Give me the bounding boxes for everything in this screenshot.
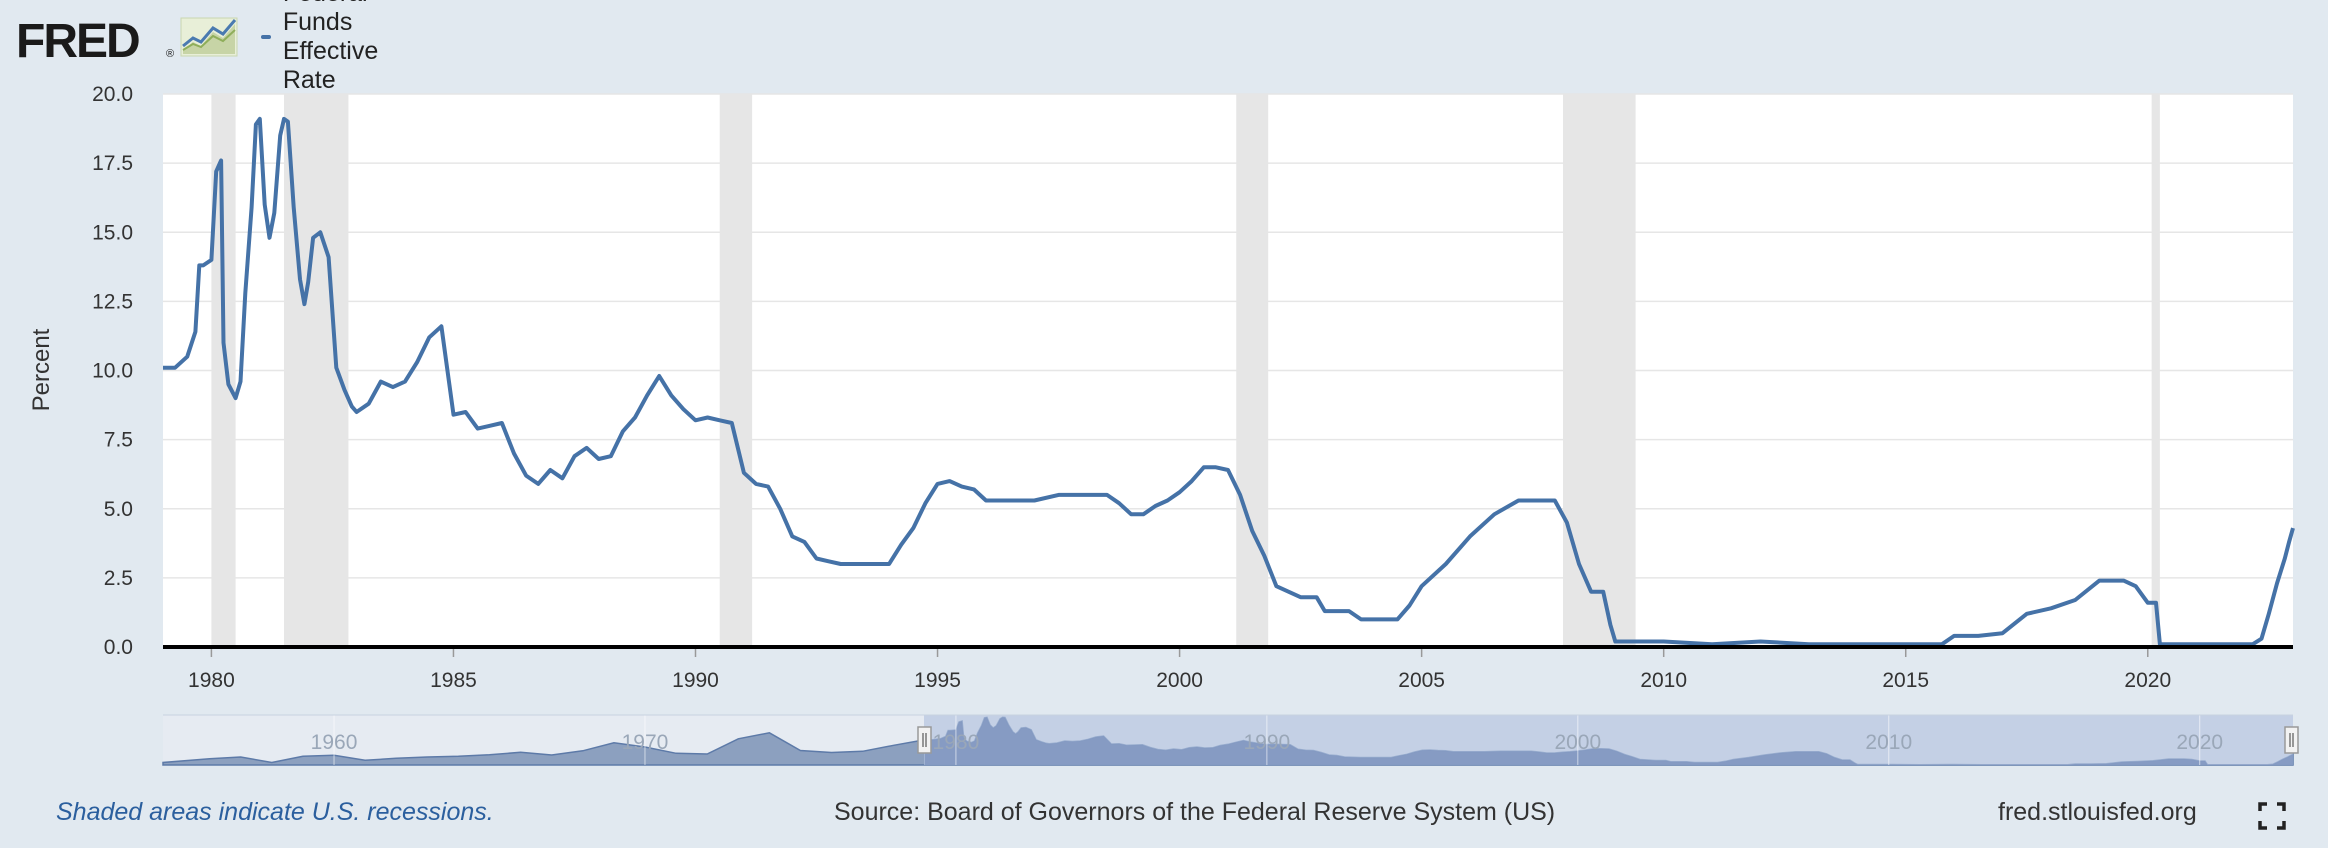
x-tick-label: 2010 bbox=[1640, 669, 1687, 692]
y-tick-label: 12.5 bbox=[92, 290, 133, 313]
y-tick-label: 7.5 bbox=[104, 429, 133, 452]
y-tick-label: 10.0 bbox=[92, 360, 133, 383]
x-tick-label: 1995 bbox=[914, 669, 961, 692]
x-tick-label: 2005 bbox=[1398, 669, 1445, 692]
x-tick-label: 1980 bbox=[188, 669, 235, 692]
x-tick-label: 2015 bbox=[1882, 669, 1929, 692]
navigator-tick-label: 1970 bbox=[622, 731, 669, 754]
chart-logo-icon bbox=[180, 17, 238, 57]
recession-note: Shaded areas indicate U.S. recessions. bbox=[56, 798, 494, 826]
navigator-tick-label: 2020 bbox=[2176, 731, 2223, 754]
logo-registered-mark: ® bbox=[166, 48, 175, 60]
navigator-tick-label: 2010 bbox=[1865, 731, 1912, 754]
x-axis-ticks: 1980 1985 1990 1995 2000 2005 2010 2015 2020 bbox=[188, 647, 2171, 692]
navigator-tick-label: 2000 bbox=[1554, 731, 1601, 754]
navigator-tick-label: 1980 bbox=[933, 731, 980, 754]
series-line-federal-funds-rate[interactable] bbox=[163, 116, 2295, 647]
navigator-tick-label: 1960 bbox=[311, 731, 358, 754]
navigator-tick-label: 1990 bbox=[1244, 731, 1291, 754]
navigator-handle-left[interactable] bbox=[917, 726, 932, 754]
x-tick-label: 2020 bbox=[2124, 669, 2171, 692]
y-tick-label: 5.0 bbox=[104, 498, 133, 521]
range-navigator[interactable]: 1960 1970 1980 1990 2000 2010 2020 bbox=[162, 714, 2299, 766]
y-tick-label: 15.0 bbox=[92, 221, 133, 244]
x-tick-label: 1990 bbox=[672, 669, 719, 692]
y-tick-label: 0.0 bbox=[104, 636, 133, 659]
legend-swatch bbox=[261, 35, 271, 39]
y-axis-label: Percent bbox=[28, 328, 55, 411]
grid-lines bbox=[163, 93, 2293, 579]
chart-legend[interactable]: Federal Funds Effective Rate bbox=[261, 0, 396, 94]
y-tick-label: 2.5 bbox=[104, 567, 133, 590]
x-tick-label: 2000 bbox=[1156, 669, 1203, 692]
legend-label: Federal Funds Effective Rate bbox=[282, 0, 379, 94]
y-axis-ticks: 0.0 2.5 5.0 7.5 10.0 12.5 15.0 17.5 20.0 bbox=[92, 83, 133, 659]
navigator-handle-right[interactable] bbox=[2284, 726, 2299, 754]
y-tick-label: 20.0 bbox=[92, 83, 133, 106]
navigator-ticks: 1960 1970 1980 1990 2000 2010 2020 bbox=[311, 715, 2223, 765]
fred-url-link[interactable]: fred.stlouisfed.org bbox=[1998, 798, 2197, 826]
fullscreen-icon[interactable] bbox=[2258, 802, 2286, 830]
y-tick-label: 17.5 bbox=[92, 152, 133, 175]
x-tick-label: 1985 bbox=[430, 669, 477, 692]
fred-logo[interactable]: FRED bbox=[16, 15, 141, 68]
source-text: Source: Board of Governors of the Federa… bbox=[834, 798, 1556, 826]
